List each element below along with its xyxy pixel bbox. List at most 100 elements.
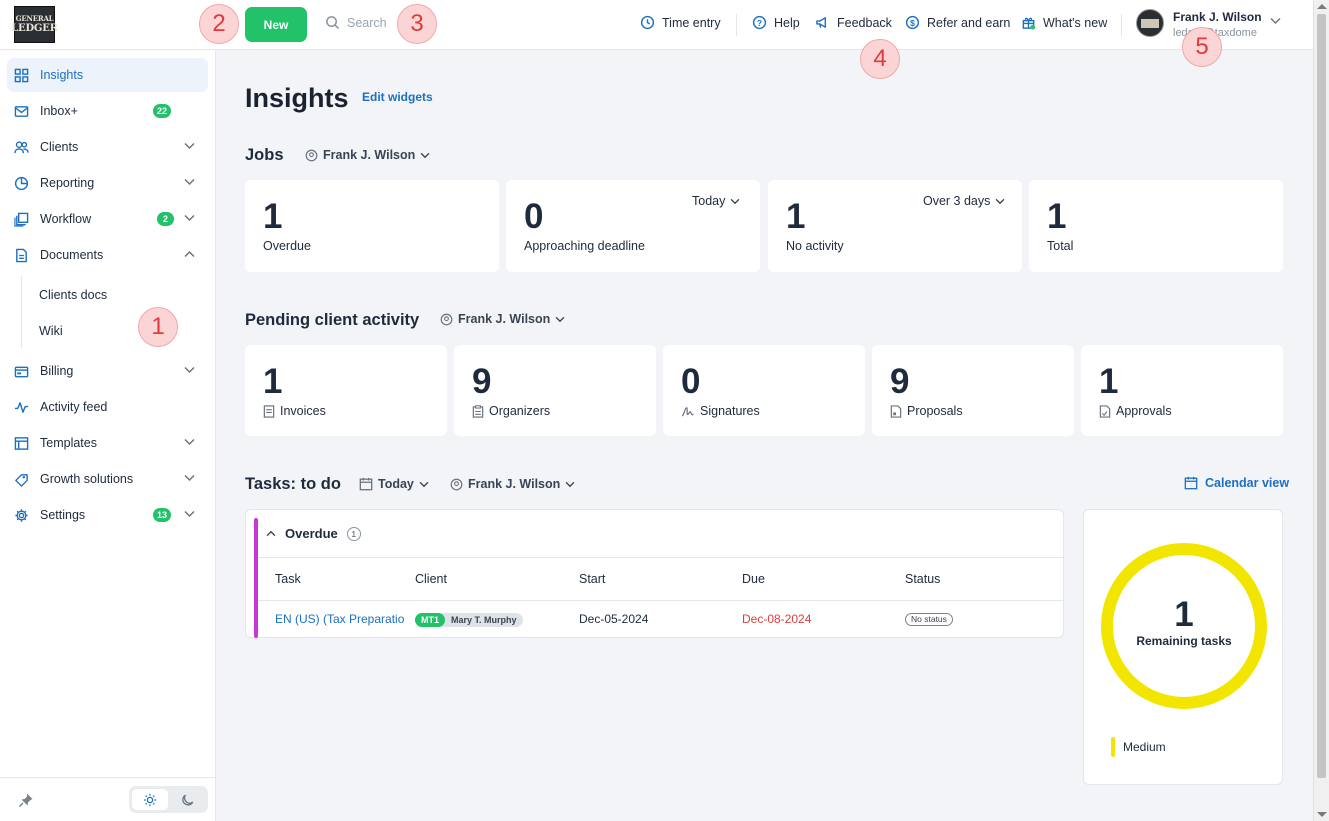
card-value: 0 bbox=[681, 362, 701, 401]
sidebar-item-clients[interactable]: Clients bbox=[7, 130, 208, 164]
pending-card-invoices[interactable]: 1 Invoices bbox=[245, 345, 447, 436]
pending-card-approvals[interactable]: 1 Approvals bbox=[1081, 345, 1283, 436]
calendar-icon bbox=[1184, 476, 1198, 490]
sidebar-item-inbox[interactable]: Inbox+ 22 bbox=[7, 94, 208, 128]
card-label: Signatures bbox=[681, 404, 760, 418]
column-header-start[interactable]: Start bbox=[579, 572, 606, 586]
sidebar-item-growth-solutions[interactable]: Growth solutions bbox=[7, 462, 208, 496]
search-icon bbox=[326, 16, 340, 30]
chevron-down-icon[interactable] bbox=[184, 366, 195, 374]
user-name[interactable]: Frank J. Wilson bbox=[1173, 10, 1262, 24]
chevron-down-icon[interactable] bbox=[184, 142, 195, 150]
tasks-date-filter[interactable]: Today bbox=[359, 477, 429, 491]
theme-toggle[interactable] bbox=[129, 786, 208, 813]
sidebar-item-label: Documents bbox=[40, 248, 104, 262]
task-due-date: Dec-08-2024 bbox=[742, 612, 812, 626]
sidebar-subitem-wiki[interactable]: Wiki bbox=[39, 324, 63, 338]
column-header-status[interactable]: Status bbox=[905, 572, 941, 586]
pending-card-organizers[interactable]: 9 Organizers bbox=[454, 345, 656, 436]
card-label-text: Proposals bbox=[907, 404, 963, 418]
pending-card-signatures[interactable]: 0 Signatures bbox=[663, 345, 865, 436]
user-circle-icon bbox=[450, 478, 463, 490]
no-activity-period-dropdown[interactable]: Over 3 days bbox=[923, 194, 1005, 208]
scroll-down-arrow[interactable] bbox=[1317, 812, 1327, 817]
card-label: Proposals bbox=[890, 404, 963, 418]
subnav-divider bbox=[21, 276, 22, 348]
company-logo[interactable]: GENERAL LEDGER bbox=[11, 6, 58, 43]
card-label: Approvals bbox=[1099, 404, 1172, 418]
jobs-card-total[interactable]: 1 Total bbox=[1029, 180, 1283, 272]
pending-card-proposals[interactable]: 9 Proposals bbox=[872, 345, 1074, 436]
time-entry-link[interactable]: Time entry bbox=[640, 15, 721, 30]
tasks-date-label: Today bbox=[378, 477, 414, 491]
calendar-view-link[interactable]: Calendar view bbox=[1184, 476, 1289, 490]
card-label-text: Invoices bbox=[280, 404, 326, 418]
chevron-down-icon[interactable] bbox=[1270, 17, 1281, 25]
dark-mode-button[interactable] bbox=[171, 789, 205, 810]
legend-swatch bbox=[1111, 737, 1115, 757]
column-header-due[interactable]: Due bbox=[742, 572, 765, 586]
chevron-down-icon[interactable] bbox=[184, 510, 195, 518]
sidebar-item-settings[interactable]: Settings 13 bbox=[7, 498, 208, 532]
document-icon bbox=[14, 248, 29, 263]
chevron-down-icon[interactable] bbox=[184, 214, 195, 222]
sidebar-item-label: Billing bbox=[40, 364, 74, 378]
clipboard-icon bbox=[472, 404, 484, 418]
card-label: Overdue bbox=[263, 239, 311, 253]
gear-icon bbox=[14, 508, 29, 523]
workflow-badge: 2 bbox=[157, 212, 174, 226]
page-scrollbar[interactable] bbox=[1313, 0, 1329, 821]
jobs-card-approaching[interactable]: 0 Approaching deadline Today bbox=[506, 180, 760, 272]
clock-icon bbox=[640, 15, 655, 30]
annotation-marker-1: 1 bbox=[138, 307, 178, 347]
refer-label: Refer and earn bbox=[927, 15, 1011, 30]
help-link[interactable]: ? Help bbox=[752, 15, 800, 30]
chevron-down-icon[interactable] bbox=[184, 438, 195, 446]
remaining-tasks-donut bbox=[1101, 543, 1267, 709]
new-button[interactable]: New bbox=[245, 7, 307, 42]
sidebar-item-documents[interactable]: Documents bbox=[7, 238, 208, 272]
scroll-up-arrow[interactable] bbox=[1317, 4, 1327, 9]
avatar[interactable] bbox=[1136, 9, 1164, 37]
jobs-card-no-activity[interactable]: 1 No activity Over 3 days bbox=[768, 180, 1022, 272]
status-badge: No status bbox=[905, 613, 953, 626]
sidebar-item-label: Workflow bbox=[40, 212, 92, 226]
pin-icon[interactable] bbox=[18, 792, 34, 808]
sidebar-item-billing[interactable]: Billing bbox=[7, 354, 208, 388]
task-name-link[interactable]: EN (US) (Tax Preparation bbox=[275, 612, 405, 626]
chevron-up-icon[interactable] bbox=[184, 250, 195, 258]
remaining-tasks-card: 1 Remaining tasks Medium bbox=[1083, 509, 1283, 785]
search-field[interactable]: Search bbox=[325, 15, 387, 30]
scroll-thumb[interactable] bbox=[1317, 14, 1326, 778]
top-bar: GENERAL LEDGER New Search Time entry ? H… bbox=[0, 0, 1313, 50]
pending-user-filter[interactable]: Frank J. Wilson bbox=[440, 312, 565, 326]
divider bbox=[736, 14, 737, 36]
column-header-client[interactable]: Client bbox=[415, 572, 447, 586]
jobs-card-overdue[interactable]: 1 Overdue bbox=[245, 180, 499, 272]
sidebar-item-templates[interactable]: Templates bbox=[7, 426, 208, 460]
refer-and-earn-link[interactable]: $ Refer and earn bbox=[905, 15, 1010, 30]
card-label: Organizers bbox=[472, 404, 550, 418]
card-label-text: Overdue bbox=[263, 239, 311, 253]
sidebar-item-workflow[interactable]: Workflow 2 bbox=[7, 202, 208, 236]
overdue-group-toggle[interactable]: Overdue 1 bbox=[266, 526, 361, 541]
approaching-period-dropdown[interactable]: Today bbox=[692, 194, 740, 208]
tasks-user-filter[interactable]: Frank J. Wilson bbox=[450, 477, 575, 491]
chevron-down-icon[interactable] bbox=[184, 474, 195, 482]
column-header-task[interactable]: Task bbox=[275, 572, 301, 586]
sidebar-item-reporting[interactable]: Reporting bbox=[7, 166, 208, 200]
chevron-down-icon[interactable] bbox=[184, 178, 195, 186]
sidebar-item-insights[interactable]: Insights bbox=[7, 58, 208, 92]
card-label-text: Total bbox=[1047, 239, 1074, 253]
dropdown-value: Over 3 days bbox=[923, 194, 991, 208]
light-mode-button[interactable] bbox=[132, 789, 168, 810]
sidebar-item-activity-feed[interactable]: Activity feed bbox=[7, 390, 208, 424]
whats-new-link[interactable]: What's new bbox=[1021, 15, 1107, 30]
logo-line-1: GENERAL bbox=[15, 14, 54, 23]
client-chip[interactable]: MT1 Mary T. Murphy bbox=[415, 613, 523, 627]
jobs-user-filter[interactable]: Frank J. Wilson bbox=[305, 148, 430, 162]
feedback-link[interactable]: Feedback bbox=[815, 15, 892, 30]
sidebar-subitem-clients-docs[interactable]: Clients docs bbox=[39, 288, 108, 302]
task-status[interactable]: No status bbox=[905, 613, 953, 626]
edit-widgets-link[interactable]: Edit widgets bbox=[362, 90, 433, 104]
